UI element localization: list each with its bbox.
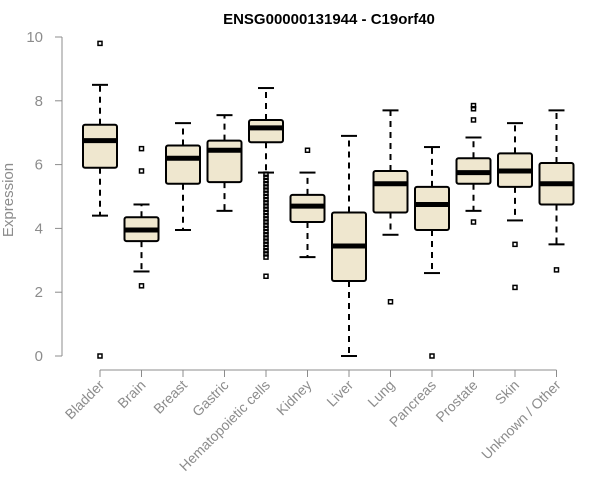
- outlier-point: [263, 241, 269, 248]
- box-gastric: [206, 114, 243, 212]
- outlier-point: [263, 177, 269, 184]
- chart-title: ENSG00000131944 - C19orf40: [223, 11, 435, 28]
- x-tick-label: Bladder: [62, 377, 108, 423]
- outlier-point: [263, 232, 269, 238]
- outlier-point: [263, 206, 269, 213]
- y-tick-label: 0: [35, 348, 43, 365]
- outlier-point: [263, 187, 269, 193]
- x-tick-label: Brain: [114, 377, 148, 411]
- y-axis: 0 2 4 6 8 10: [26, 29, 63, 365]
- outlier-point: [263, 184, 269, 190]
- box-prostate: [455, 102, 492, 225]
- outlier-point: [470, 117, 477, 123]
- box-skin: [497, 122, 533, 291]
- outlier-point: [263, 209, 269, 216]
- outlier-point: [263, 219, 269, 225]
- outlier-point: [263, 238, 269, 244]
- outlier-point: [263, 203, 269, 209]
- y-tick-label: 6: [35, 157, 43, 174]
- y-tick-label: 4: [35, 220, 43, 237]
- outlier-point: [470, 219, 477, 225]
- box-iqr: [248, 118, 284, 144]
- outlier-point: [263, 254, 269, 260]
- box-iqr: [414, 185, 450, 231]
- outlier-point: [263, 171, 269, 177]
- x-tick-label: Skin: [492, 377, 523, 408]
- x-tick-label: Unknown / Other: [478, 377, 564, 463]
- outlier-point: [512, 241, 518, 248]
- box-liver: [331, 134, 367, 357]
- outlier-point: [263, 190, 269, 197]
- outlier-point: [97, 353, 103, 359]
- x-tick-label: Prostate: [432, 377, 480, 425]
- outlier-point: [263, 193, 269, 200]
- x-tick-label: Kidney: [273, 377, 315, 419]
- outlier-point: [138, 283, 145, 289]
- outlier-point: [263, 235, 269, 241]
- box-brain: [123, 145, 160, 289]
- outlier-point: [138, 145, 145, 152]
- x-tick-label: Liver: [323, 377, 356, 410]
- outlier-point: [263, 196, 269, 203]
- outlier-point: [387, 299, 394, 305]
- outlier-point: [470, 102, 477, 109]
- y-tick-label: 10: [26, 29, 43, 46]
- outlier-point: [263, 228, 269, 235]
- box-iqr: [82, 123, 118, 169]
- box-hematopoietic-cells: [248, 87, 284, 279]
- box-unknown-other: [538, 109, 575, 273]
- outlier-point: [263, 251, 269, 257]
- outlier-point: [263, 244, 269, 251]
- outlier-point: [304, 147, 311, 153]
- box-pancreas: [414, 146, 450, 359]
- outlier-point: [97, 40, 103, 47]
- box-iqr: [206, 139, 243, 184]
- outlier-point: [470, 106, 477, 112]
- outlier-point: [553, 267, 560, 273]
- box-kidney: [289, 147, 326, 259]
- outlier-point: [263, 247, 269, 254]
- outlier-point: [429, 353, 435, 359]
- outlier-point: [263, 180, 269, 187]
- box-iqr: [372, 169, 409, 214]
- outlier-point: [138, 168, 145, 174]
- x-tick-label: Lung: [364, 377, 397, 410]
- y-axis-label: Expression: [0, 163, 17, 237]
- outlier-point: [512, 284, 518, 291]
- outlier-point: [263, 200, 269, 206]
- y-tick-label: 2: [35, 284, 43, 301]
- box-breast: [165, 122, 201, 231]
- box-iqr: [165, 144, 201, 185]
- outlier-point: [263, 225, 269, 232]
- outlier-point: [263, 222, 269, 228]
- y-tick-label: 8: [35, 93, 43, 110]
- box-series: [82, 40, 575, 359]
- x-tick-label: Breast: [150, 377, 190, 417]
- outlier-point: [263, 216, 269, 222]
- outlier-point: [263, 273, 269, 279]
- outlier-point: [263, 212, 269, 219]
- box-lung: [372, 109, 409, 305]
- outlier-point: [263, 174, 269, 181]
- box-bladder: [82, 40, 118, 359]
